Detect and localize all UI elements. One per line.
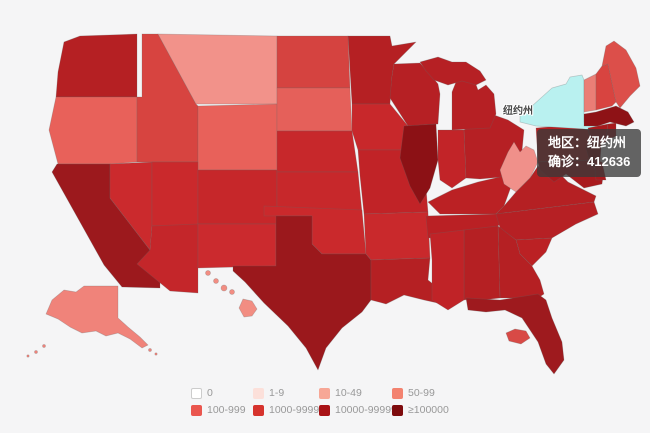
legend-swatch [253,404,264,416]
legend-item-label: ≥100000 [408,404,449,416]
legend-swatch [191,404,202,416]
state-IL[interactable] [399,123,439,205]
state-VT[interactable] [583,73,597,113]
state-HI-island[interactable] [229,289,235,295]
state-FL[interactable] [465,293,565,375]
state-OR[interactable] [48,96,138,165]
legend-item-label: 10000-99999 [335,404,397,416]
state-ND[interactable] [276,35,351,89]
state-MS[interactable] [429,229,465,311]
state-IN[interactable] [437,129,467,189]
state-KY[interactable] [427,175,513,215]
legend-swatch [392,404,403,416]
legend-item-label: 10-49 [335,387,362,399]
tooltip-confirmed-value: 412636 [587,154,631,169]
state-LA[interactable] [370,257,443,305]
legend-swatch [191,387,202,399]
state-WA[interactable] [55,33,138,98]
tooltip-region-label: 地区： [548,135,588,150]
state-AK[interactable] [45,285,149,349]
state-KS[interactable] [276,171,363,213]
legend-item[interactable]: ≥100000 [392,404,449,416]
state-AK-island[interactable] [26,354,30,358]
state-AR[interactable] [363,211,431,261]
state-UT[interactable] [151,161,199,227]
state-AK-island[interactable] [42,344,46,348]
tooltip-confirmed-label: 确诊： [548,154,588,169]
state-AK-island[interactable] [154,352,158,356]
state-VA[interactable] [495,165,597,215]
legend-item-label: 0 [207,387,213,399]
state-HI-island[interactable] [213,278,219,284]
legend-item-label: 100-999 [207,404,246,416]
legend-item[interactable]: 1-9 [253,387,284,399]
legend-item[interactable]: 10000-99999 [319,404,397,416]
legend-item-label: 1000-9999 [269,404,320,416]
legend-swatch [392,387,403,399]
state-MA[interactable] [583,105,635,127]
state-NE[interactable] [276,130,359,173]
legend-item-label: 50-99 [408,387,435,399]
state-PR[interactable] [505,328,531,345]
state-HI-island[interactable] [205,270,211,276]
legend-swatch [319,404,330,416]
state-HI-island[interactable] [220,284,228,292]
state-WY[interactable] [197,103,278,171]
state-TX[interactable] [232,215,372,371]
legend-item[interactable]: 100-999 [191,404,246,416]
legend-item[interactable]: 10-49 [319,387,362,399]
state-HI[interactable] [238,298,258,318]
state-AK-island[interactable] [34,350,38,354]
legend-swatch [319,387,330,399]
newyork-state-label: 纽约州 [503,106,533,117]
legend-item[interactable]: 1000-9999 [253,404,319,416]
state-AK-island[interactable] [148,348,152,352]
legend-swatch [253,387,264,399]
legend-item[interactable]: 0 [191,387,213,399]
legend-item-label: 1-9 [269,387,285,399]
state-NM[interactable] [197,223,277,269]
legend-item[interactable]: 50-99 [392,387,435,399]
state-AL[interactable] [463,225,501,309]
state-ME[interactable] [601,40,641,109]
state-SD[interactable] [276,87,353,132]
tooltip-region-value: 纽约州 [587,135,627,150]
tooltip: 地区：纽约州 确诊：412636 [537,129,642,177]
legend: 0 1-9 10-49 50-99 100-999 1000-9999 10000-9999… [191,387,491,423]
state-MI[interactable] [419,56,487,86]
tooltip-confirmed-line: 确诊：412636 [548,152,630,171]
tooltip-region-line: 地区：纽约州 [548,133,630,152]
